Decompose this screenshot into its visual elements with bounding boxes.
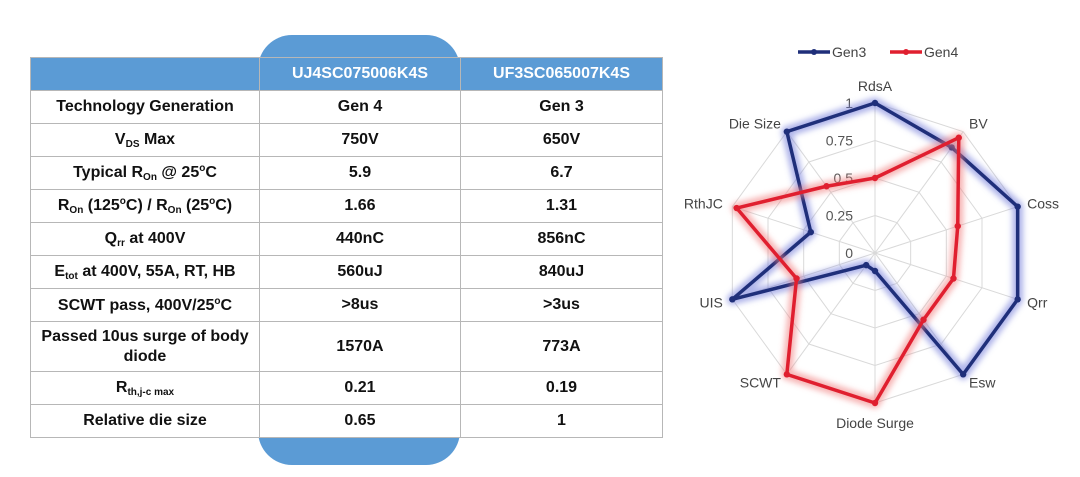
- chart-legend: Gen3 Gen4: [798, 44, 958, 60]
- legend-marker: [811, 49, 817, 55]
- category-label: SCWT: [740, 374, 782, 390]
- category-label: Coss: [1027, 196, 1059, 212]
- gen4-value: 1570A: [259, 321, 461, 372]
- row-label: Typical ROn @ 25oC: [30, 156, 260, 190]
- table-row: Etot at 400V, 55A, RT, HB 560uJ 840uJ: [30, 255, 663, 289]
- gen4-point: [733, 204, 740, 212]
- gen3-point: [871, 99, 879, 107]
- table-row: ROn (125oC) / ROn (25oC) 1.66 1.31: [30, 189, 663, 223]
- tick-label: 0: [845, 245, 853, 261]
- gen3-point: [959, 371, 967, 378]
- header-gen3-part: UF3SC065007K4S: [460, 57, 663, 91]
- tick-label: 1: [845, 95, 853, 111]
- gen4-point: [783, 371, 791, 378]
- gen4-point: [954, 222, 961, 230]
- gen4-value: 440nC: [259, 222, 461, 256]
- spec-comparison-table: UJ4SC075006K4S UF3SC065007K4S Technology…: [30, 57, 663, 438]
- gen3-value: 1: [460, 404, 663, 438]
- table-row: VDS Max 750V 650V: [30, 123, 663, 157]
- spec-table-container: UJ4SC075006K4S UF3SC065007K4S Technology…: [30, 35, 663, 465]
- legend-marker: [903, 49, 909, 55]
- gen3-value: 1.31: [460, 189, 663, 223]
- legend-label: Gen4: [924, 44, 958, 60]
- row-label: VDS Max: [30, 123, 260, 157]
- gen3-value: >3us: [460, 288, 663, 322]
- grid-spoke: [786, 131, 876, 254]
- gen4-value: 1.66: [259, 189, 461, 223]
- gen4-point: [793, 275, 800, 282]
- gen3-point: [1014, 203, 1021, 210]
- gen4-value: 5.9: [259, 156, 461, 190]
- table-row: Passed 10us surge of body diode 1570A 77…: [30, 321, 663, 372]
- row-label: Passed 10us surge of body diode: [30, 321, 260, 372]
- header-empty-cell: [30, 57, 260, 91]
- gen3-value: 840uJ: [460, 255, 663, 289]
- category-label: Esw: [969, 374, 996, 390]
- gen4-value: 0.21: [259, 371, 461, 405]
- gen3-point: [871, 267, 879, 275]
- category-label: RdsA: [858, 78, 893, 94]
- gen3-value: 6.7: [460, 156, 663, 190]
- radar-grid: [731, 102, 1019, 404]
- row-label: Relative die size: [30, 404, 260, 438]
- table-row: Rth,j-c max 0.21 0.19: [30, 371, 663, 405]
- category-label: RthJC: [684, 196, 723, 212]
- gen4-point: [920, 316, 927, 323]
- row-label: Rth,j-c max: [30, 371, 260, 405]
- gen4-value: Gen 4: [259, 90, 461, 124]
- grid-spoke: [874, 252, 1018, 300]
- category-label: Die Size: [729, 116, 781, 132]
- table-row: SCWT pass, 400V/25oC >8us >3us: [30, 288, 663, 322]
- gen3-value: 650V: [460, 123, 663, 157]
- category-label: BV: [969, 116, 988, 132]
- category-label: Diode Surge: [836, 415, 914, 431]
- grid-spoke: [786, 252, 876, 375]
- category-label: UIS: [699, 294, 722, 310]
- row-label: Technology Generation: [30, 90, 260, 124]
- gen3-value: 0.19: [460, 371, 663, 405]
- gen4-point: [955, 134, 962, 141]
- gen3-point: [1014, 296, 1021, 303]
- table-header-row: UJ4SC075006K4S UF3SC065007K4S: [30, 57, 663, 91]
- gen3-value: Gen 3: [460, 90, 663, 124]
- table-row: Technology Generation Gen 4 Gen 3: [30, 90, 663, 124]
- gen4-point: [823, 183, 830, 190]
- category-label: Qrr: [1027, 294, 1048, 310]
- gen4-value: >8us: [259, 288, 461, 322]
- table-row: Relative die size 0.65 1: [30, 404, 663, 438]
- radar-series: [726, 97, 1024, 409]
- row-label: SCWT pass, 400V/25oC: [30, 288, 260, 322]
- gen3-value: 773A: [460, 321, 663, 372]
- table-row: Qrr at 400V 440nC 856nC: [30, 222, 663, 256]
- gen4-value: 750V: [259, 123, 461, 157]
- grid-spoke: [874, 206, 1018, 254]
- gen3-point: [729, 296, 736, 303]
- gen4-value: 0.65: [259, 404, 461, 438]
- gen4-value: 560uJ: [259, 255, 461, 289]
- table-row: Typical ROn @ 25oC 5.9 6.7: [30, 156, 663, 190]
- tick-label: 0.25: [826, 208, 853, 224]
- legend-label: Gen3: [832, 44, 866, 60]
- gen4-point: [950, 275, 957, 282]
- gen3-point: [783, 128, 791, 135]
- grid-spoke: [732, 206, 876, 254]
- tick-label: 0.75: [826, 133, 853, 149]
- gen4-point: [871, 399, 879, 407]
- row-label: Etot at 400V, 55A, RT, HB: [30, 255, 260, 289]
- gen3-value: 856nC: [460, 222, 663, 256]
- row-label: Qrr at 400V: [30, 222, 260, 256]
- gen3-point: [807, 228, 815, 236]
- row-label: ROn (125oC) / ROn (25oC): [30, 189, 260, 223]
- gen4-point: [871, 174, 879, 182]
- radar-category-labels: RdsA BV Coss Qrr Esw Diode Surge SCWT UIS RthJC D…: [684, 78, 1059, 431]
- gen3-point: [862, 261, 870, 269]
- header-gen4-part: UJ4SC075006K4S: [259, 57, 461, 91]
